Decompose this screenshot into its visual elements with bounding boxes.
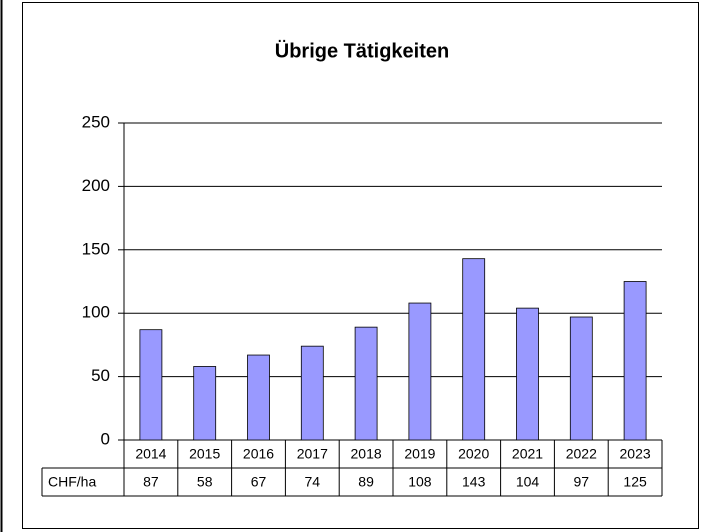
table-value: 125	[623, 474, 647, 490]
bar	[516, 307, 539, 441]
bar	[139, 329, 163, 441]
x-tick-label: 2015	[189, 446, 220, 462]
bar	[193, 366, 217, 441]
y-tick-label: 0	[101, 429, 110, 448]
y-tick-label: 50	[91, 366, 110, 385]
y-tick-label: 150	[82, 239, 110, 258]
x-tick-label: 2021	[512, 446, 543, 462]
x-tick-label: 2014	[135, 446, 166, 462]
table-value: 74	[305, 474, 321, 490]
bar	[247, 354, 270, 441]
x-tick-label: 2017	[297, 446, 328, 462]
table-value: 97	[574, 474, 590, 490]
chart-title: Übrige Tätigkeiten	[275, 39, 449, 62]
x-tick-label: 2023	[620, 446, 651, 462]
table-value: 67	[251, 474, 267, 490]
bar	[462, 258, 486, 441]
x-tick-label: 2018	[351, 446, 382, 462]
table-value: 58	[197, 474, 213, 490]
bar	[300, 345, 324, 441]
table-value: 89	[358, 474, 374, 490]
y-tick-label: 250	[82, 112, 110, 131]
table-value: 108	[408, 474, 432, 490]
bar	[569, 316, 593, 441]
chart-frame	[22, 2, 699, 529]
x-tick-label: 2019	[404, 446, 435, 462]
table-value: 104	[516, 474, 540, 490]
series-name: CHF/ha	[48, 474, 96, 490]
x-tick-label: 2016	[243, 446, 274, 462]
bar	[354, 326, 378, 441]
x-tick-label: 2022	[566, 446, 597, 462]
y-tick-label: 100	[82, 303, 110, 322]
bar	[623, 281, 647, 441]
table-value: 87	[143, 474, 159, 490]
y-tick-label: 200	[82, 176, 110, 195]
table-value: 143	[462, 474, 486, 490]
x-tick-label: 2020	[458, 446, 489, 462]
bar	[408, 302, 432, 441]
